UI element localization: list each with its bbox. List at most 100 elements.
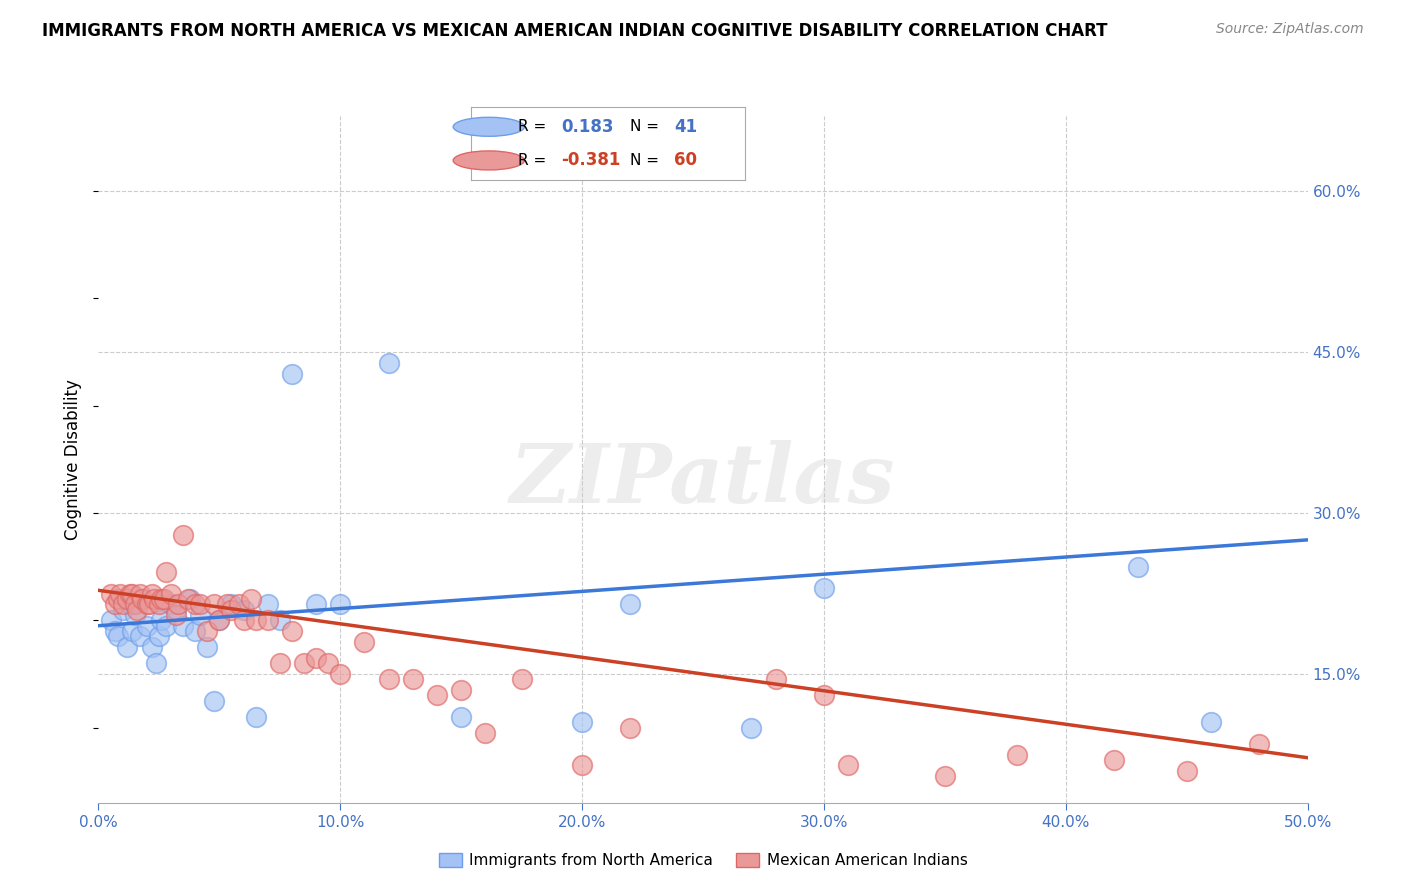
Y-axis label: Cognitive Disability: Cognitive Disability bbox=[65, 379, 83, 540]
Point bbox=[108, 586, 131, 600]
Point bbox=[239, 591, 262, 606]
Point bbox=[121, 624, 143, 639]
Text: 60: 60 bbox=[673, 152, 697, 169]
Point bbox=[1102, 753, 1125, 767]
Point bbox=[118, 597, 141, 611]
Point bbox=[329, 667, 352, 681]
Point bbox=[329, 597, 352, 611]
Point bbox=[172, 618, 194, 632]
Point bbox=[1249, 737, 1271, 751]
Point bbox=[316, 657, 339, 671]
Point bbox=[167, 597, 190, 611]
Point bbox=[619, 597, 641, 611]
Point bbox=[232, 613, 254, 627]
Point bbox=[165, 602, 187, 616]
Point bbox=[121, 586, 143, 600]
Point bbox=[377, 673, 399, 687]
Point bbox=[353, 635, 375, 649]
Point bbox=[160, 597, 183, 611]
Point bbox=[232, 602, 254, 616]
Point bbox=[571, 758, 593, 772]
Point bbox=[934, 769, 956, 783]
Point bbox=[165, 607, 187, 622]
Legend: Immigrants from North America, Mexican American Indians: Immigrants from North America, Mexican A… bbox=[433, 847, 973, 874]
Point bbox=[269, 613, 291, 627]
Text: ZIPatlas: ZIPatlas bbox=[510, 440, 896, 520]
Text: R =: R = bbox=[517, 120, 546, 135]
Point bbox=[111, 602, 134, 616]
Point bbox=[450, 710, 472, 724]
Point bbox=[402, 673, 425, 687]
Point bbox=[141, 640, 163, 655]
Point bbox=[571, 715, 593, 730]
Text: N =: N = bbox=[630, 153, 659, 168]
Point bbox=[131, 591, 153, 606]
Point bbox=[228, 597, 250, 611]
Point bbox=[740, 721, 762, 735]
Text: R =: R = bbox=[517, 153, 546, 168]
Point bbox=[195, 640, 218, 655]
Point bbox=[813, 581, 835, 595]
Point bbox=[195, 624, 218, 639]
Point bbox=[104, 597, 127, 611]
Point bbox=[619, 721, 641, 735]
Point bbox=[118, 586, 141, 600]
Point bbox=[269, 657, 291, 671]
Point bbox=[188, 607, 211, 622]
Point bbox=[150, 591, 173, 606]
Point bbox=[204, 694, 226, 708]
Point bbox=[107, 630, 129, 644]
Point bbox=[127, 602, 149, 616]
Point bbox=[292, 657, 315, 671]
Point bbox=[172, 527, 194, 541]
Point bbox=[117, 640, 139, 655]
Circle shape bbox=[453, 117, 524, 136]
Point bbox=[128, 586, 150, 600]
Point bbox=[1007, 747, 1029, 762]
Point bbox=[1199, 715, 1222, 730]
Text: 41: 41 bbox=[673, 118, 697, 136]
Point bbox=[245, 613, 267, 627]
Point bbox=[100, 586, 122, 600]
Point bbox=[474, 726, 496, 740]
Point bbox=[215, 597, 238, 611]
Point bbox=[179, 591, 201, 606]
Point bbox=[128, 630, 150, 644]
Point bbox=[138, 597, 160, 611]
Point bbox=[155, 618, 177, 632]
Point bbox=[100, 613, 122, 627]
Point bbox=[765, 673, 787, 687]
Point bbox=[221, 597, 243, 611]
Point bbox=[135, 618, 157, 632]
Text: Source: ZipAtlas.com: Source: ZipAtlas.com bbox=[1216, 22, 1364, 37]
Point bbox=[1175, 764, 1198, 778]
Point bbox=[177, 591, 200, 606]
Text: -0.381: -0.381 bbox=[561, 152, 621, 169]
Point bbox=[221, 602, 243, 616]
Text: N =: N = bbox=[630, 120, 659, 135]
Point bbox=[131, 591, 153, 606]
Point bbox=[184, 624, 207, 639]
Point bbox=[117, 591, 139, 606]
Point bbox=[208, 613, 231, 627]
Point bbox=[124, 597, 146, 611]
Point bbox=[837, 758, 859, 772]
Point bbox=[813, 689, 835, 703]
Point bbox=[305, 597, 328, 611]
Point bbox=[208, 613, 231, 627]
Point bbox=[148, 597, 170, 611]
Point bbox=[143, 591, 166, 606]
Point bbox=[141, 586, 163, 600]
Point bbox=[145, 657, 167, 671]
Circle shape bbox=[453, 151, 524, 170]
Point bbox=[245, 710, 267, 724]
Point bbox=[426, 689, 449, 703]
Point bbox=[111, 597, 134, 611]
Point bbox=[160, 586, 183, 600]
Point bbox=[150, 613, 173, 627]
Text: IMMIGRANTS FROM NORTH AMERICA VS MEXICAN AMERICAN INDIAN COGNITIVE DISABILITY CO: IMMIGRANTS FROM NORTH AMERICA VS MEXICAN… bbox=[42, 22, 1108, 40]
Point bbox=[510, 673, 533, 687]
Point bbox=[152, 591, 174, 606]
Point bbox=[184, 597, 207, 611]
Point bbox=[188, 597, 211, 611]
